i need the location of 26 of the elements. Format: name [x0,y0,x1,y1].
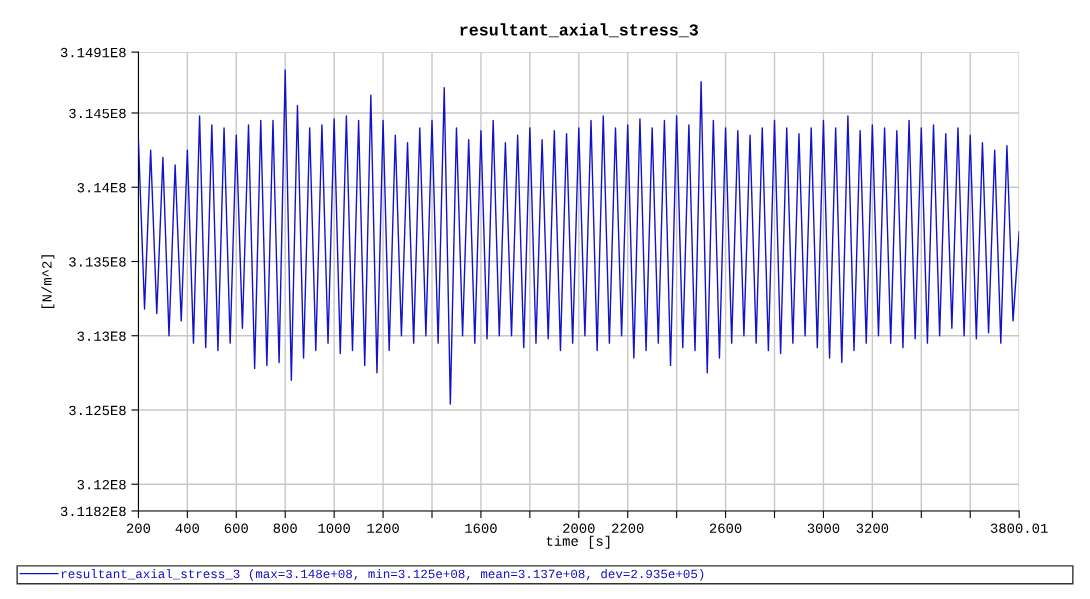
x-tick-label: 3200 [856,523,889,533]
y-axis-title: [N/m^2] [41,255,55,308]
x-tick-label: 3800.01 [990,523,1048,533]
y-tick-label: 3.135E8 [69,257,126,267]
y-tick-label: 3.1491E8 [60,47,126,58]
y-tick-label: 3.125E8 [69,405,126,416]
y-tick-label: 3.145E8 [69,108,126,119]
y-tick-label: 3.12E8 [77,479,126,490]
x-tick-label: 2600 [709,523,742,533]
x-axis-title: time [s] [546,535,610,549]
x-tick-label: 600 [224,523,248,533]
x-tick-label: 400 [175,523,200,533]
chart-title: resultant_axial_stress_3 [460,23,698,38]
y-tick-label: 3.1182E8 [60,506,126,517]
x-tick-label: 1200 [367,523,399,533]
x-tick-label: 200 [126,523,151,533]
y-tick-label: 3.13E8 [77,331,126,341]
x-tick-label: 3000 [807,523,840,533]
x-tick-label: 800 [273,523,297,533]
legend-label: resultant_axial_stress_3 (max=3.148e+08, min=3.125e+08, mean=3.137e+08, dev=2.935e+05) [61,568,704,581]
x-tick-label: 1600 [465,523,497,533]
line-series [138,69,1020,405]
x-tick-label: 1000 [318,523,350,533]
y-tick-label: 3.14E8 [77,182,126,193]
x-tick-label: 2200 [612,523,644,533]
x-tick-label: 2000 [563,523,595,533]
